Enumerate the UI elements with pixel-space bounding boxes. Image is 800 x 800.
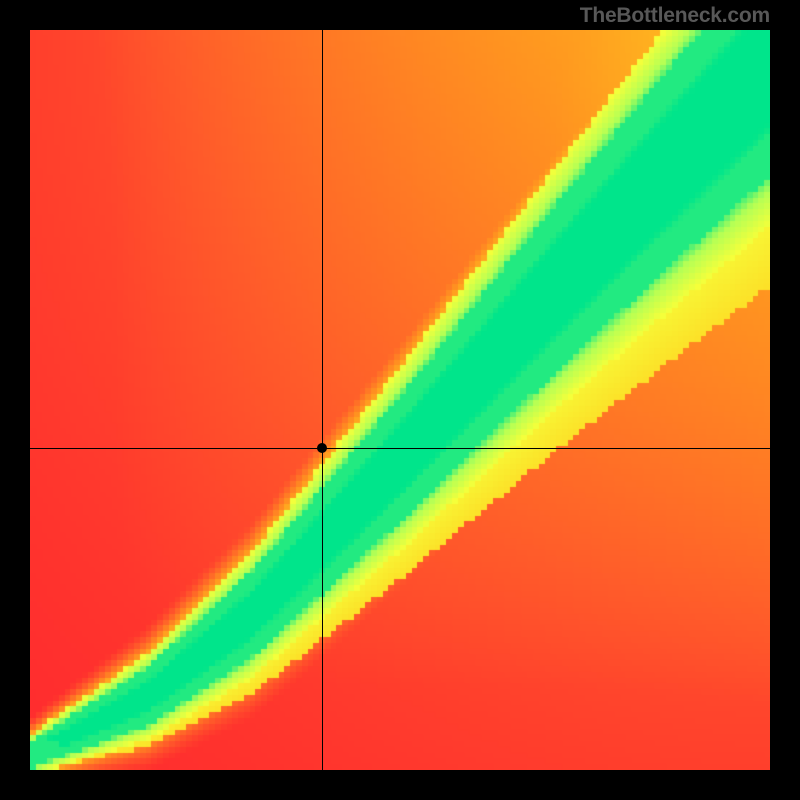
bottleneck-heatmap — [30, 30, 770, 770]
source-attribution: TheBottleneck.com — [580, 4, 770, 28]
crosshair-horizontal — [30, 448, 770, 449]
crosshair-vertical — [322, 30, 323, 770]
chart-container: TheBottleneck.com — [0, 0, 800, 800]
